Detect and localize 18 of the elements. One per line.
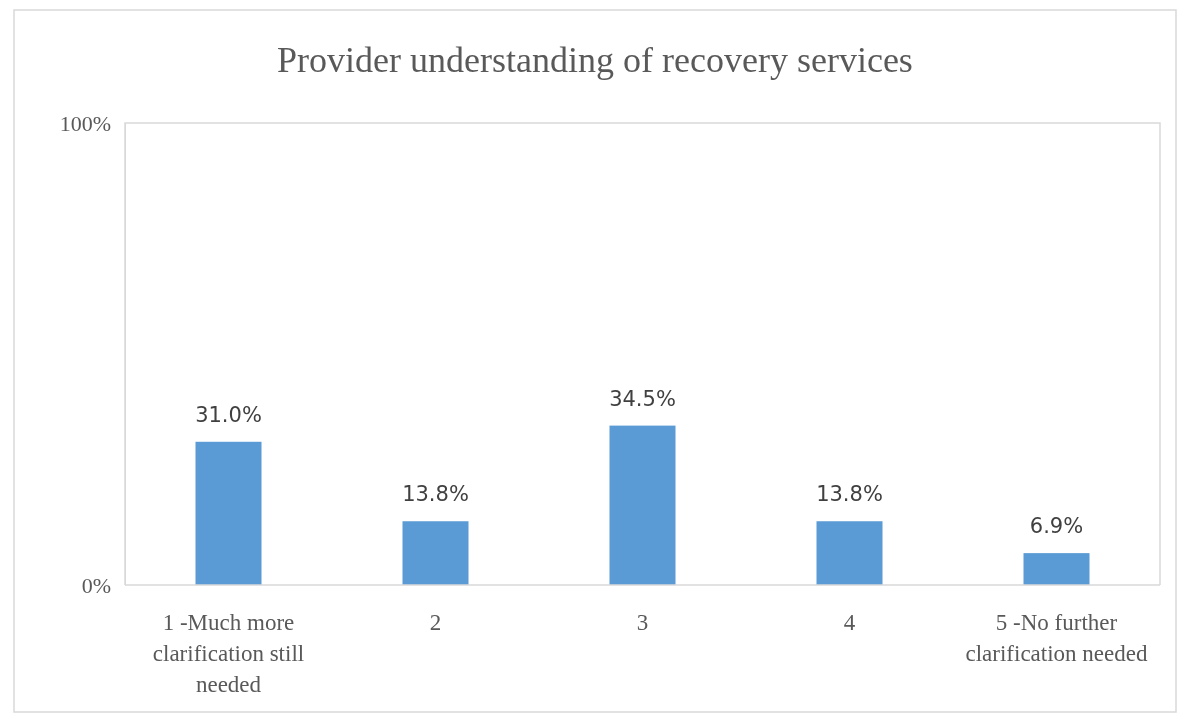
x-tick-label: 2 [429, 610, 442, 635]
bar [195, 441, 262, 585]
x-tick-label: 4 [843, 610, 856, 635]
bar [1023, 553, 1090, 585]
bar [402, 521, 469, 585]
data-label: 13.8% [402, 482, 469, 507]
data-label: 31.0% [195, 402, 262, 427]
bar [609, 425, 676, 585]
y-tick-label: 100% [59, 110, 111, 136]
x-tick-label: 1 -Much more clarification still needed [152, 610, 305, 697]
chart-title: Provider understanding of recovery services [277, 40, 913, 80]
data-label: 6.9% [1029, 514, 1084, 539]
bar [816, 521, 883, 585]
x-tick-label: 3 [636, 610, 649, 635]
data-label: 34.5% [609, 386, 676, 411]
data-label: 13.8% [816, 482, 883, 507]
x-tick-label: 5 -No further clarification needed [965, 610, 1148, 666]
y-tick-label: 0% [81, 572, 111, 598]
